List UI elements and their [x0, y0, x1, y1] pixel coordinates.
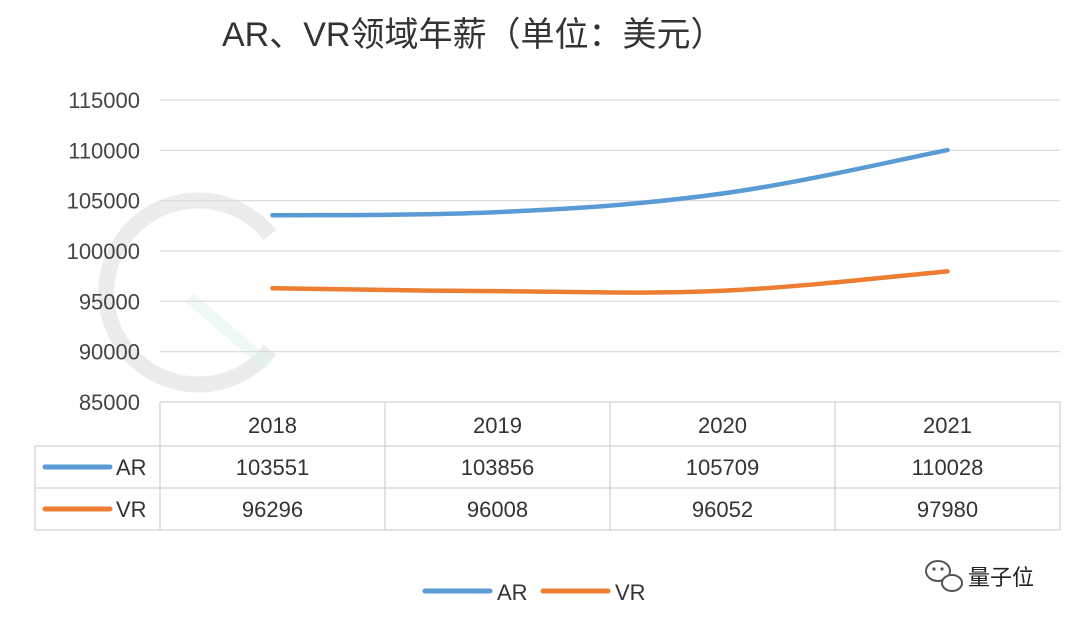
y-axis-tick-labels: 85000 90000 95000 100000 105000 110000 115000 [67, 88, 140, 415]
x-category-label: 2018 [248, 413, 297, 438]
y-tick-label: 95000 [79, 289, 140, 314]
data-point-vr [495, 288, 500, 294]
gridlines [160, 99, 1060, 353]
chart-title: AR、VR领域年薪（单位：美元） [222, 16, 724, 54]
table-value-cell: 105709 [686, 455, 759, 480]
watermark-badge: 量子位 [925, 560, 1034, 592]
data-point-vr [720, 288, 725, 293]
watermark-text: 量子位 [968, 565, 1034, 590]
table-series-label: AR [116, 455, 147, 480]
legend-label-vr: VR [615, 580, 646, 605]
background-watermark-logo [98, 192, 277, 393]
data-point-ar [720, 191, 725, 196]
x-category-label: 2021 [923, 413, 972, 438]
table-value-cell: 103551 [236, 455, 309, 480]
series-lines [270, 147, 950, 295]
y-tick-label: 115000 [68, 88, 140, 113]
data-point-ar [270, 213, 275, 218]
wechat-icon [925, 560, 963, 592]
data-point-vr [270, 286, 275, 291]
data-point-ar [495, 209, 500, 215]
table-value-cell: 96296 [242, 497, 303, 522]
y-tick-label: 105000 [67, 189, 140, 214]
series-line-ar [270, 147, 950, 218]
data-point-vr [945, 269, 950, 274]
table-value-cell: 103856 [461, 455, 534, 480]
y-tick-label: 90000 [79, 340, 140, 365]
y-tick-label: 100000 [67, 239, 140, 264]
data-table: 2018 2019 2020 2021 AR 103551 103856 105709 1100… [34, 401, 1061, 531]
x-category-label: 2020 [698, 413, 747, 438]
table-value-cell: 97980 [917, 497, 978, 522]
legend-label-ar: AR [497, 580, 528, 605]
x-category-label: 2019 [473, 413, 522, 438]
table-series-label: VR [116, 497, 147, 522]
legend: AR VR [422, 580, 646, 605]
y-tick-label: 85000 [79, 390, 140, 415]
data-point-ar [945, 147, 950, 153]
table-value-cell: 96008 [467, 497, 528, 522]
y-tick-label: 110000 [68, 138, 140, 163]
table-value-cell: 96052 [692, 497, 753, 522]
series-line-vr [270, 269, 950, 295]
table-value-cell: 110028 [912, 455, 984, 480]
